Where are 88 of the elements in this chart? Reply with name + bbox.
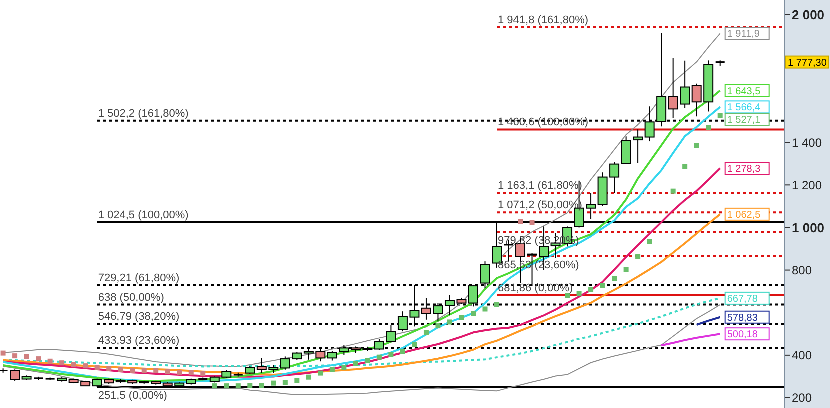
point [436, 324, 441, 329]
point [636, 254, 641, 260]
point [248, 383, 253, 388]
y-tick-label: 2 000 [792, 7, 825, 22]
point [106, 366, 112, 372]
point [518, 219, 524, 224]
y-tick-label: 400 [792, 348, 812, 363]
ref-line-label: 729,21 (61,80%) [98, 272, 180, 284]
point [306, 374, 312, 380]
point [342, 365, 347, 370]
point [706, 125, 712, 130]
ref-line-label: 546,79 (38,20%) [98, 311, 180, 324]
ref-line-label: 251,5 (0,00%) [98, 390, 168, 402]
point [412, 342, 418, 348]
point [365, 358, 370, 364]
point [130, 368, 136, 374]
point [588, 287, 594, 292]
y-tick-label: 200 [792, 391, 812, 406]
point [694, 143, 700, 148]
data-label: 1 278,3 [727, 164, 762, 175]
point [482, 306, 488, 312]
point [212, 384, 218, 389]
y-tick-label: 1 000 [792, 220, 825, 236]
ref-line-label: 433,93 (23,60%) [98, 335, 180, 348]
data-label: 1 911,9 [727, 29, 760, 40]
point [36, 356, 42, 362]
point [71, 362, 76, 368]
point [459, 315, 464, 320]
point [259, 383, 264, 388]
data-label: 1 062,5 [727, 210, 762, 221]
point [188, 370, 194, 376]
point [388, 352, 394, 358]
point [670, 188, 676, 194]
y-tick-label: 800 [792, 263, 812, 278]
ref-line-label: 1 502,2 (161,80%) [98, 108, 189, 120]
point [330, 367, 335, 372]
point [236, 384, 241, 389]
point [576, 291, 582, 296]
point [224, 384, 230, 389]
candlestick [10, 369, 20, 382]
data-label: 1 527,1 [727, 115, 762, 126]
point [200, 371, 206, 376]
point [12, 354, 18, 359]
data-label: 1 566,4 [727, 102, 762, 114]
ref-line-label: 1 460,6 (100,00%) [498, 116, 589, 129]
point [530, 220, 535, 226]
point [424, 330, 429, 336]
point [165, 370, 170, 375]
point [271, 380, 276, 386]
point [0, 350, 6, 356]
point [682, 164, 688, 170]
point [718, 113, 723, 118]
point [318, 370, 324, 376]
point [177, 370, 182, 375]
point [282, 380, 288, 386]
point [600, 283, 606, 288]
data-label: 500,18 [727, 330, 758, 341]
point [83, 364, 88, 369]
point [118, 367, 124, 372]
point [376, 354, 382, 360]
y-tick-label: 1 200 [792, 178, 822, 192]
point [612, 276, 618, 282]
point [647, 239, 652, 244]
point [60, 360, 65, 366]
point [294, 378, 300, 384]
data-label: 1 643,5 [727, 86, 762, 98]
point [494, 302, 500, 308]
point [142, 368, 147, 374]
point [400, 349, 406, 354]
data-label: 667,78 [727, 294, 758, 305]
ref-line-label: 1 024,5 (100,00%) [98, 210, 189, 222]
point [624, 267, 629, 272]
point [94, 365, 100, 370]
point [353, 361, 358, 366]
point [470, 311, 476, 316]
ref-line-label: 681,86 (0,00%) [498, 282, 574, 294]
candlestick [327, 350, 338, 362]
data-label: 578,83 [727, 312, 758, 324]
ref-line-label: 1 941,8 (161,80%) [498, 14, 589, 26]
point [447, 320, 452, 325]
ref-line-label: 638 (50,00%) [98, 292, 164, 304]
line-series [660, 333, 722, 347]
point [48, 358, 53, 364]
line-series [2, 168, 722, 378]
text: 1 777,30 [788, 58, 828, 69]
y-tick-label: 1 400 [792, 136, 822, 150]
point [24, 354, 30, 360]
point [154, 368, 159, 374]
